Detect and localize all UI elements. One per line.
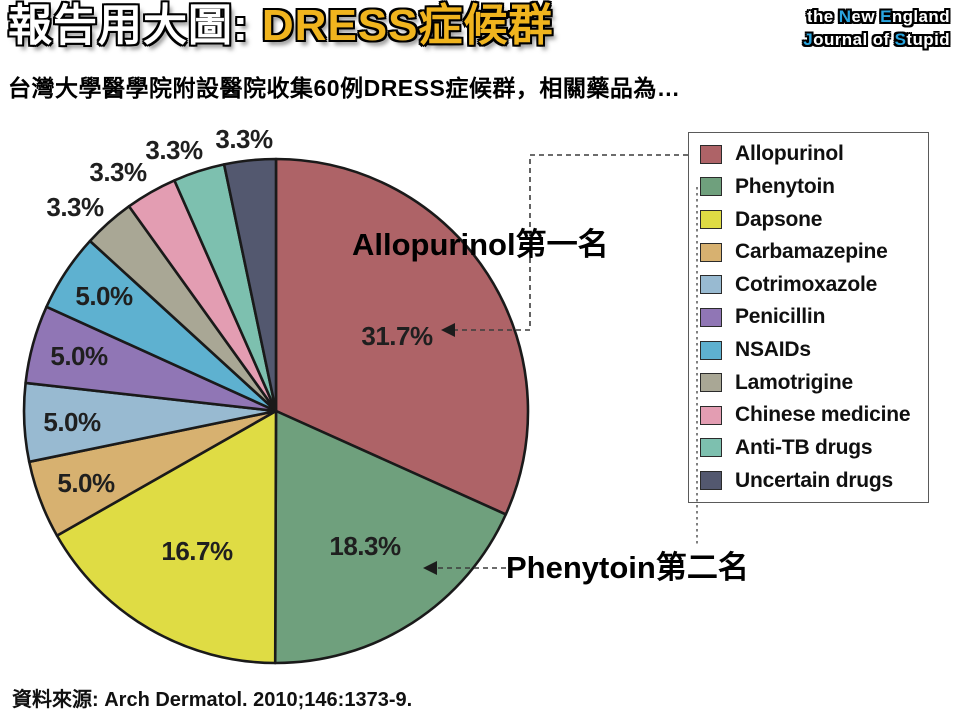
legend-item-chinese-medicine: Chinese medicine	[700, 403, 928, 427]
arrowhead-allopurinol	[441, 323, 455, 337]
pie-percent-lamotrigine: 3.3%	[46, 192, 104, 222]
pie-slice-cotrimoxazole	[22, 381, 278, 464]
annotation-phenytoin-second: Phenytoin第二名	[506, 550, 749, 585]
legend-swatch-anti-tb-drugs	[700, 438, 722, 458]
logo-capital-letter: S	[894, 29, 907, 49]
page-title: 報告用大圖: DRESS症候群	[8, 0, 553, 53]
legend-swatch-nsaids	[700, 340, 722, 360]
pie-percent-penicillin: 5.0%	[50, 341, 108, 371]
legend-label-carbamazepine: Carbamazepine	[735, 240, 888, 264]
legend-item-phenytoin: Phenytoin	[700, 175, 928, 199]
pie-percent-uncertain-drugs: 3.3%	[215, 124, 273, 154]
title-highlight: DRESS症候群	[261, 1, 554, 50]
logo-capital-letter: N	[838, 7, 852, 26]
annotation-allopurinol-first: Allopurinol第一名	[352, 227, 609, 262]
logo-capital-letter: J	[803, 29, 814, 49]
legend-item-allopurinol: Allopurinol	[700, 142, 928, 166]
pie-slice-penicillin	[24, 305, 278, 413]
pie-slice-nsaids	[45, 239, 278, 413]
legend-item-anti-tb-drugs: Anti-TB drugs	[700, 436, 928, 460]
legend-item-penicillin: Penicillin	[700, 305, 928, 329]
legend-swatch-penicillin	[700, 307, 722, 327]
logo-line-2: Journal of Stupid	[803, 29, 950, 49]
pie-slice-uncertain-drugs	[222, 157, 278, 413]
legend-item-lamotrigine: Lamotrigine	[700, 371, 928, 395]
pie-percent-nsaids: 5.0%	[75, 281, 133, 311]
legend-box: Allopurinol Phenytoin Dapsone Carbamazepine…	[688, 132, 929, 503]
pie-percent-cotrimoxazole: 5.0%	[43, 407, 101, 437]
title-prefix: 報告用大圖:	[8, 1, 262, 50]
pie-percent-dapsone: 16.7%	[161, 536, 233, 566]
pie-slice-allopurinol	[274, 157, 530, 516]
pie-slice-dapsone	[55, 409, 278, 665]
legend-label-dapsone: Dapsone	[735, 207, 823, 231]
source-citation: 資料來源: Arch Dermatol. 2010;146:1373-9.	[12, 689, 413, 711]
legend-label-uncertain-drugs: Uncertain drugs	[735, 468, 894, 492]
pie-percent-anti-tb-drugs: 3.3%	[145, 135, 203, 165]
pie-slice-phenytoin	[273, 409, 508, 665]
pie-percent-allopurinol: 31.7%	[361, 321, 433, 351]
pie-slice-carbamazepine	[27, 409, 278, 537]
legend-label-phenytoin: Phenytoin	[735, 174, 835, 198]
pie-slice-lamotrigine	[88, 205, 278, 413]
arrowhead-phenytoin	[423, 561, 437, 575]
legend-label-nsaids: NSAIDs	[735, 338, 811, 362]
legend-item-nsaids: NSAIDs	[700, 338, 928, 362]
legend-swatch-carbamazepine	[700, 242, 722, 262]
legend-swatch-chinese-medicine	[700, 405, 722, 425]
legend-label-penicillin: Penicillin	[735, 305, 826, 329]
legend-label-anti-tb-drugs: Anti-TB drugs	[735, 435, 873, 459]
legend-swatch-phenytoin	[700, 177, 722, 197]
legend-swatch-allopurinol	[700, 144, 722, 164]
legend-swatch-cotrimoxazole	[700, 275, 722, 295]
legend-label-allopurinol: Allopurinol	[735, 142, 844, 166]
pie-percent-chinese-medicine: 3.3%	[89, 157, 147, 187]
legend-item-dapsone: Dapsone	[700, 208, 928, 232]
legend-item-cotrimoxazole: Cotrimoxazole	[700, 273, 928, 297]
pie-slice-anti-tb-drugs	[173, 163, 278, 413]
pie-percent-phenytoin: 18.3%	[329, 531, 401, 561]
pie-percent-carbamazepine: 5.0%	[57, 468, 115, 498]
legend-label-lamotrigine: Lamotrigine	[735, 370, 853, 394]
legend-swatch-dapsone	[700, 210, 722, 230]
legend-item-uncertain-drugs: Uncertain drugs	[700, 469, 928, 493]
legend-item-carbamazepine: Carbamazepine	[700, 240, 928, 264]
logo-capital-letter: E	[880, 7, 892, 26]
pie-slice-chinese-medicine	[127, 179, 278, 413]
nej-stupid-logo: the New England Journal of Stupid	[803, 6, 950, 52]
legend-swatch-uncertain-drugs	[700, 471, 722, 491]
legend-label-cotrimoxazole: Cotrimoxazole	[735, 272, 878, 296]
logo-line-1: the New England	[806, 7, 950, 26]
subtitle: 台灣大學醫學院附設醫院收集60例DRESS症候群，相關藥品為…	[8, 75, 681, 101]
legend-label-chinese-medicine: Chinese medicine	[735, 403, 911, 427]
legend-swatch-lamotrigine	[700, 373, 722, 393]
